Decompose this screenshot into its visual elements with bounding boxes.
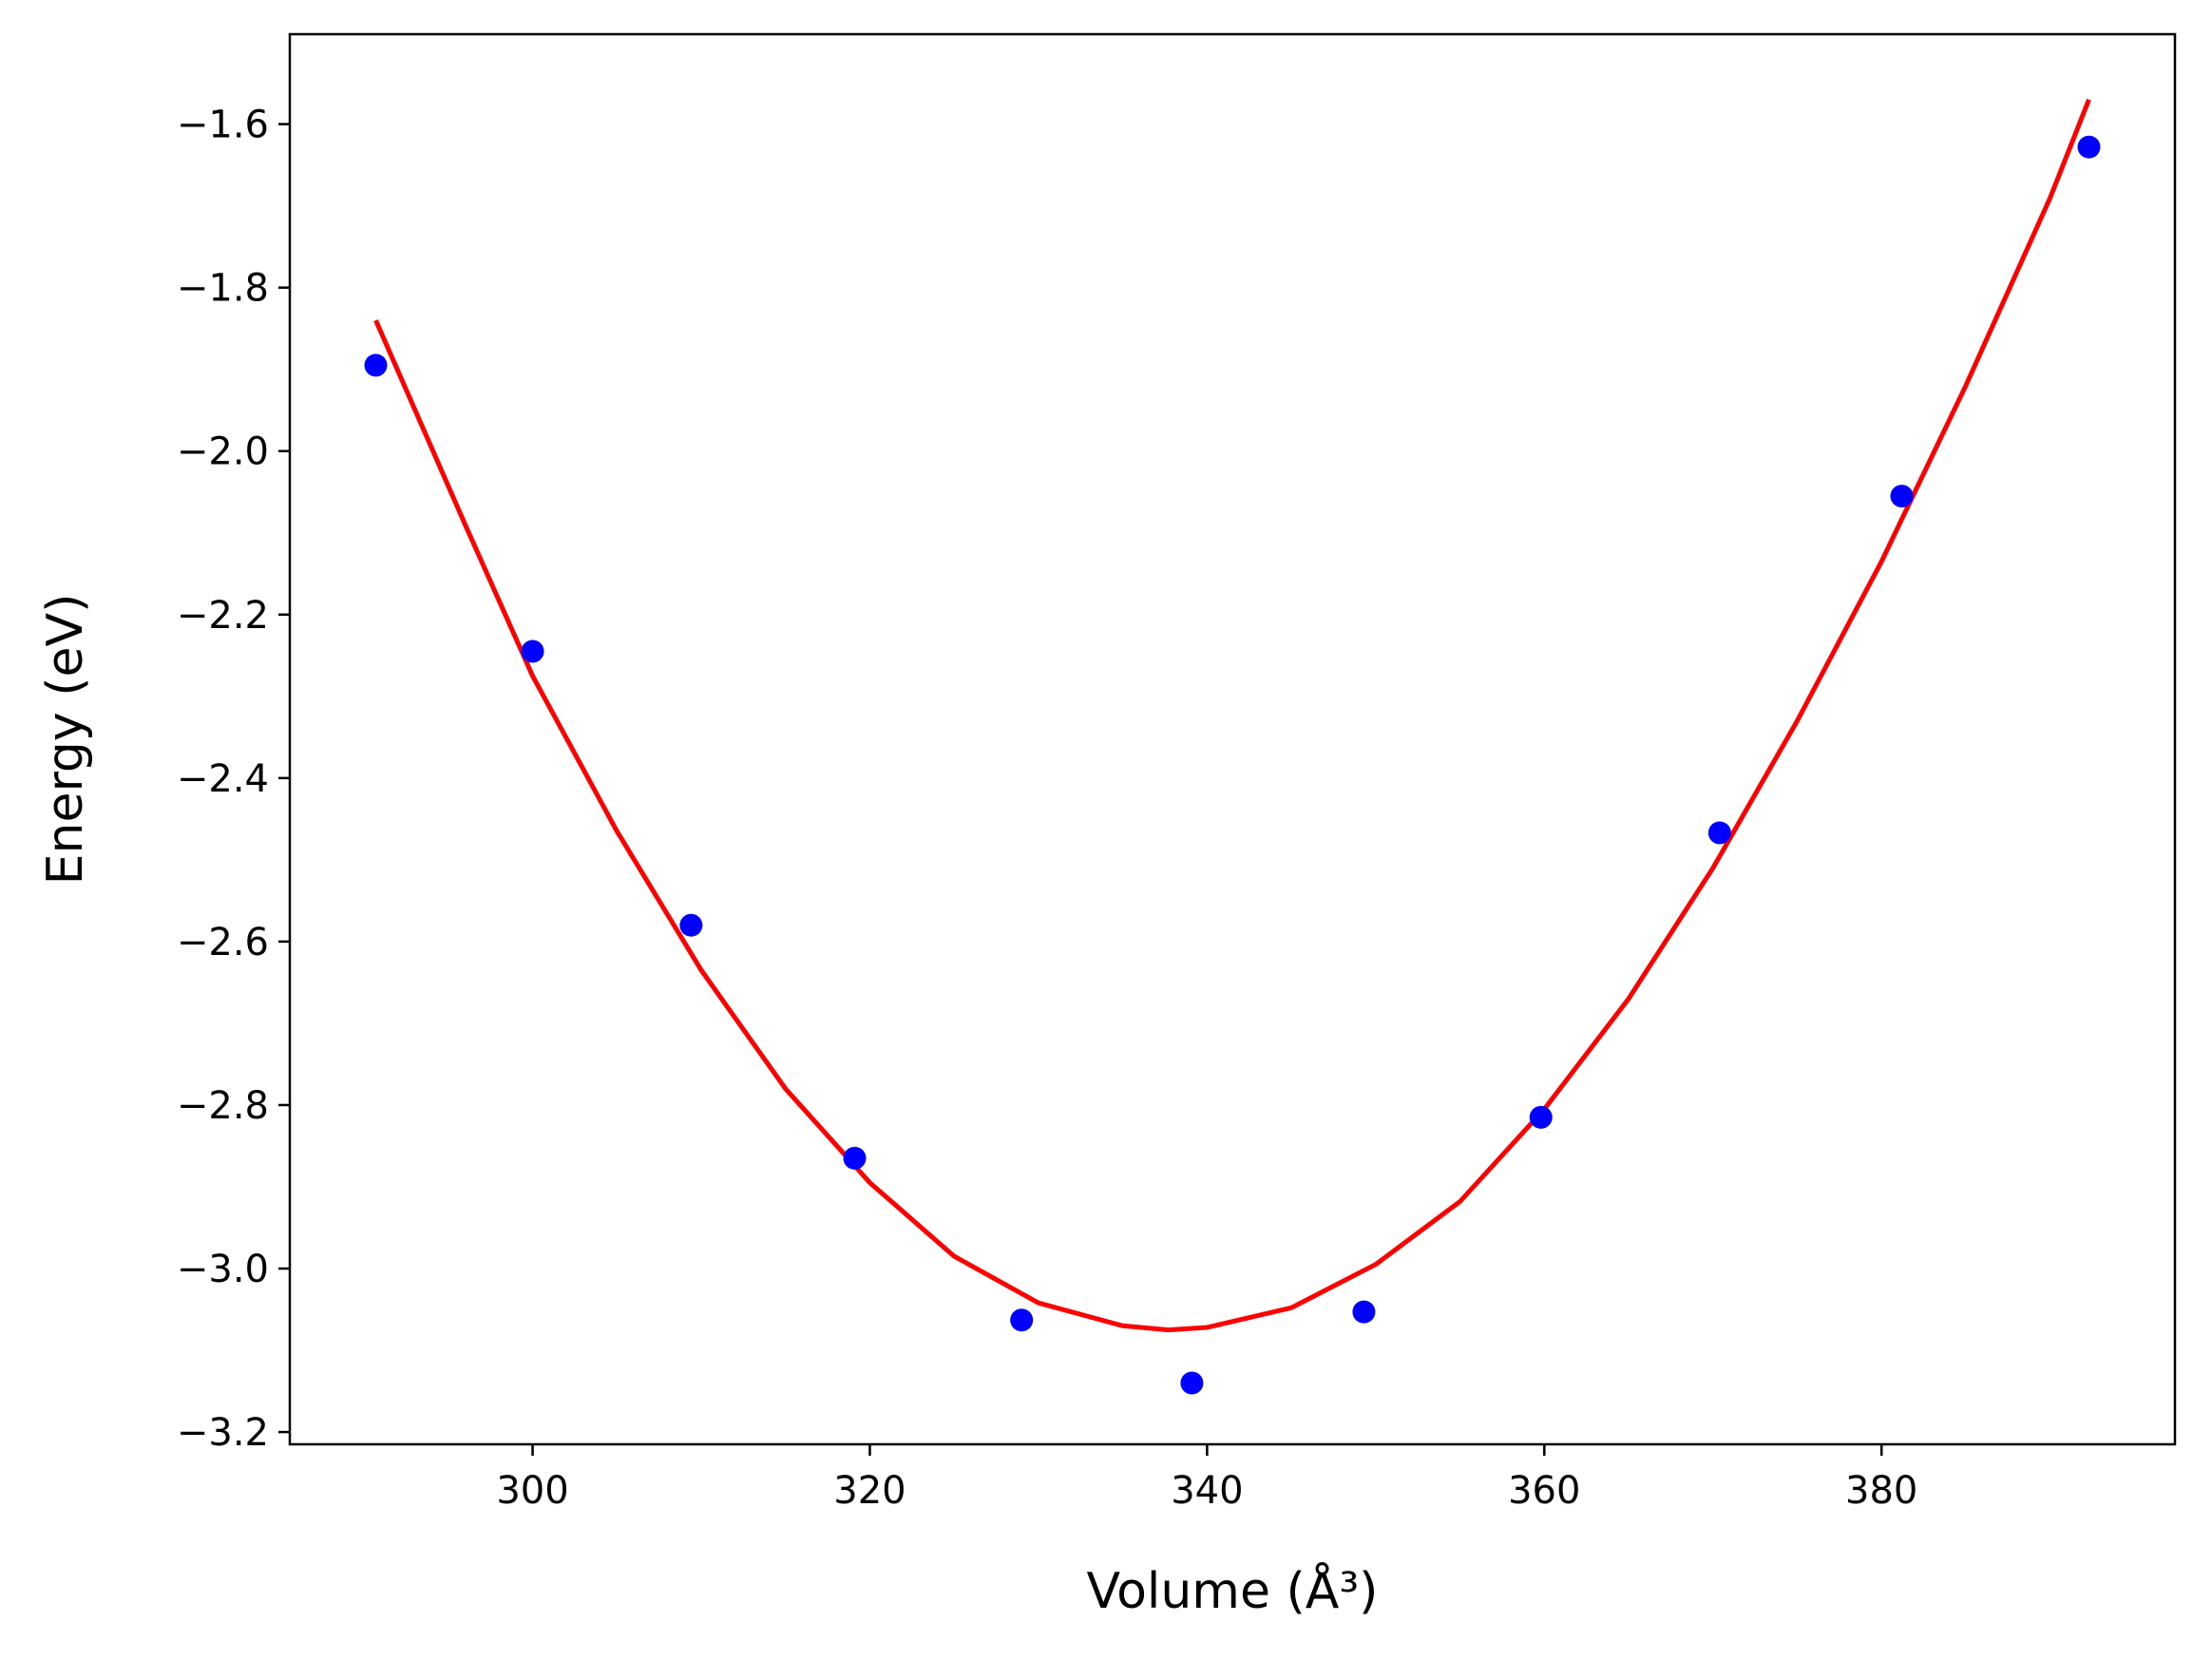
data-point [1352,1300,1376,1324]
x-axis: 300 320 340 360 380 [496,1444,1917,1513]
fit-curve-layer [373,98,2091,1333]
y-tick-label: −2.0 [177,430,269,474]
data-point [2077,135,2101,159]
data-point [843,1146,867,1170]
x-tick-label: 300 [496,1469,568,1513]
data-point [1707,821,1731,845]
data-point [1180,1371,1204,1395]
y-axis: −1.6 −1.8 −2.0 −2.2 −2.4 −2.6 −2.8 −3.0 −3.2 [177,104,290,1455]
y-tick-label: −2.6 [177,921,269,964]
data-point [679,913,703,937]
y-tick-label: −2.8 [177,1084,269,1128]
y-axis-label: Energy (eV) [37,594,94,886]
plot-frame [288,32,2177,1446]
data-point [364,353,388,377]
data-point [521,639,544,663]
x-axis-label: Volume (Å³) [1087,1561,1379,1620]
data-point [1890,485,1914,508]
y-tick-label: −3.0 [177,1248,269,1291]
y-tick-label: −2.4 [177,757,269,801]
x-tick-label: 340 [1171,1469,1243,1513]
data-points-layer [364,135,2101,1395]
y-tick-label: −1.8 [177,267,269,311]
data-point [1010,1308,1034,1332]
y-tick-label: −2.2 [177,594,269,638]
fit-curve [373,98,2091,1333]
x-tick-label: 360 [1508,1469,1580,1513]
x-tick-label: 320 [833,1469,906,1513]
y-tick-label: −3.2 [177,1411,269,1455]
x-tick-label: 380 [1845,1469,1917,1513]
data-point [1529,1105,1553,1129]
y-tick-label: −1.6 [177,104,269,147]
